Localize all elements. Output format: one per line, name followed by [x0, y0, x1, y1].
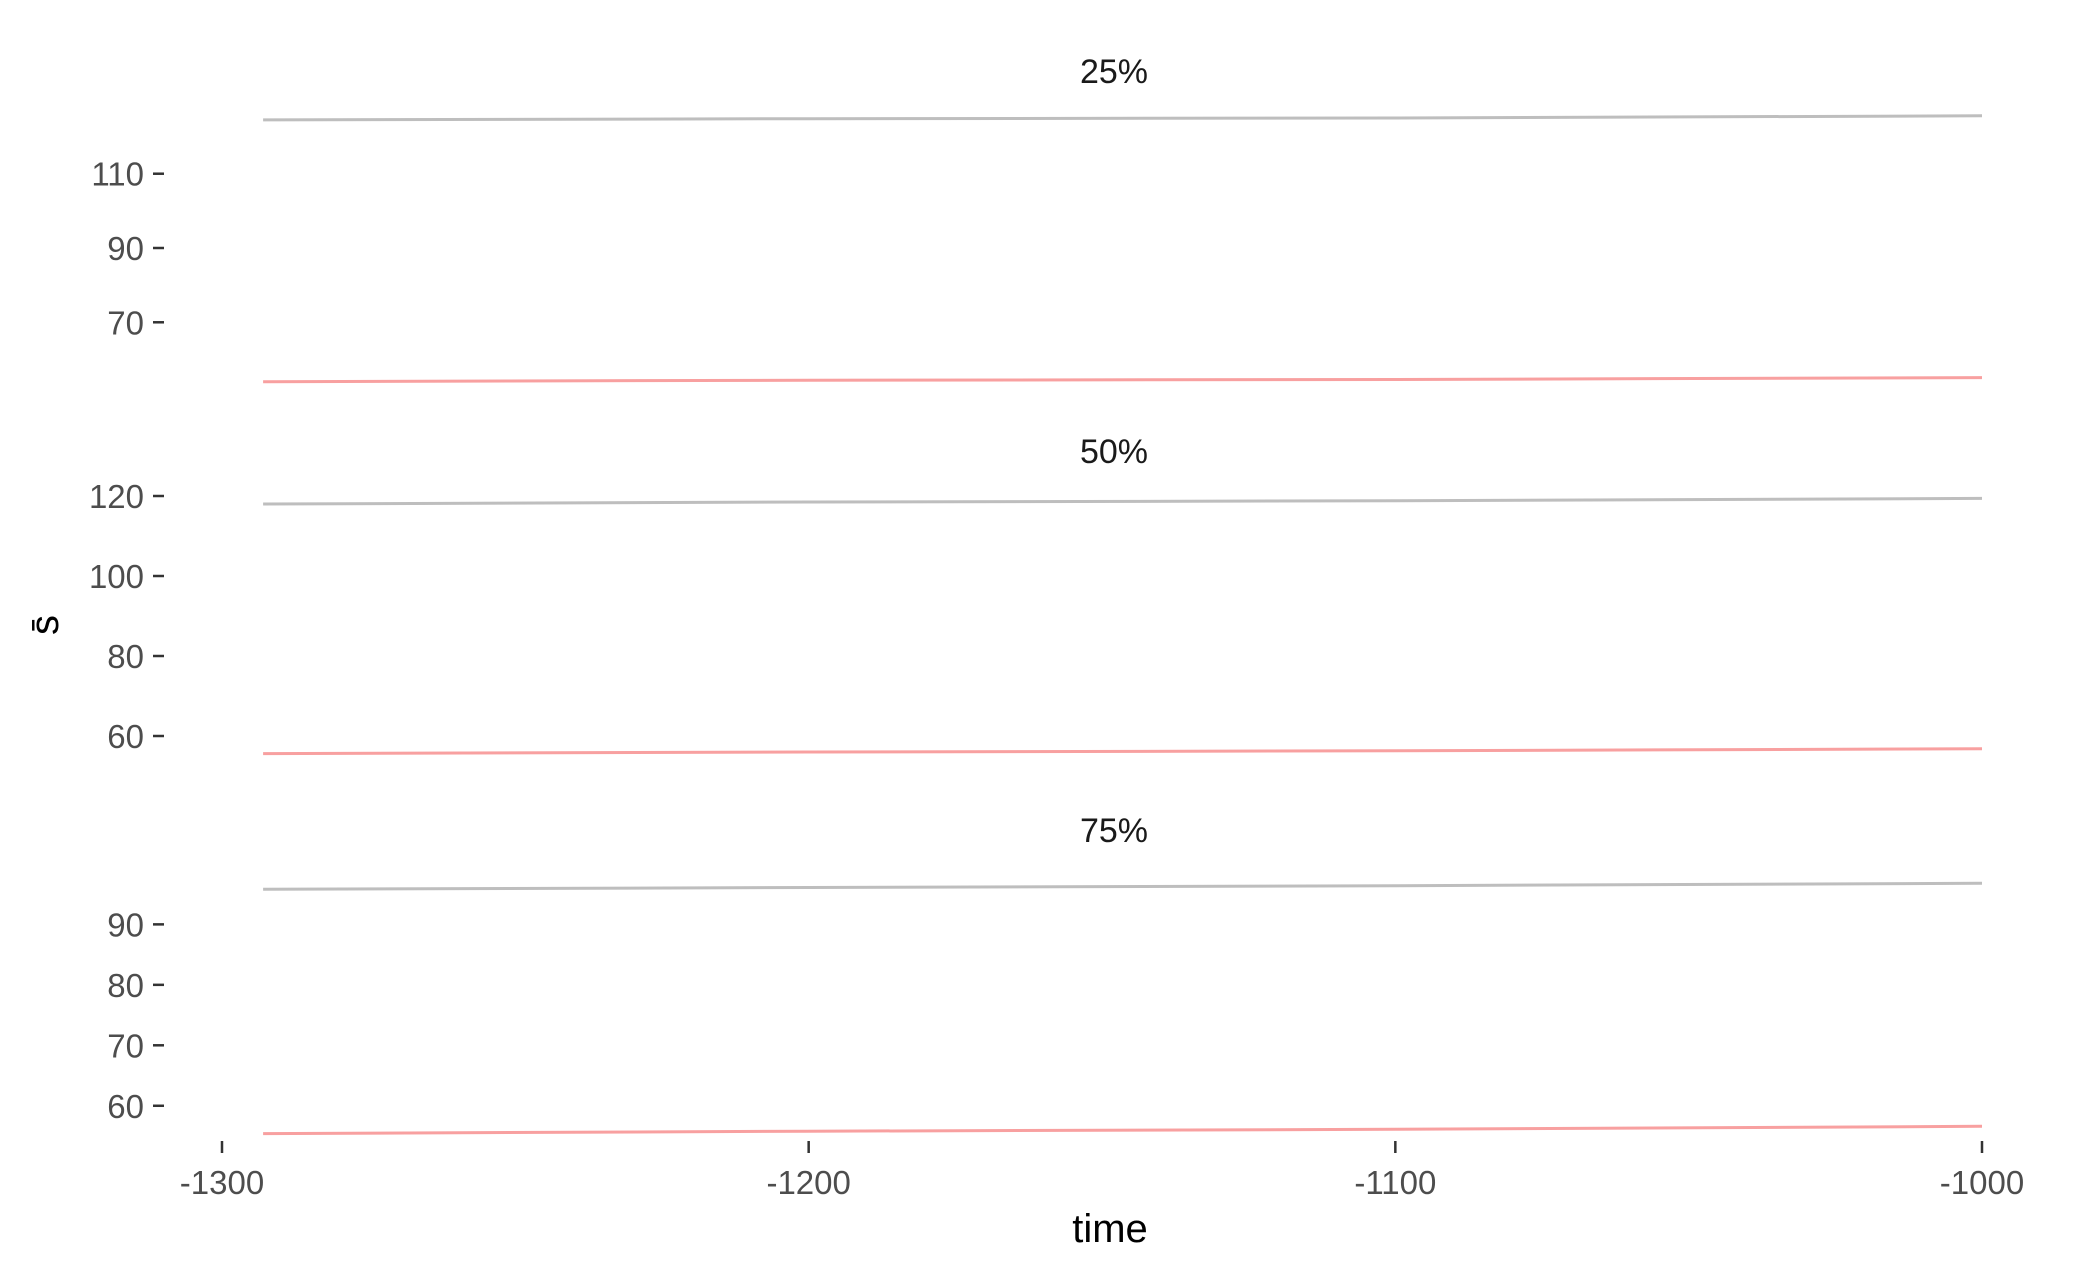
series-line-2: [263, 747, 1983, 756]
x-tick-label: -1300: [180, 1164, 264, 1201]
y-tick-label: 70: [107, 304, 144, 341]
x-tick-label: -1000: [1940, 1164, 2024, 1201]
series-line-1: [263, 114, 1983, 122]
y-axis-title: s̄: [23, 615, 67, 635]
panel-1: 25% 70 90 110: [91, 53, 1983, 384]
x-axis: -1300 -1200 -1100 -1000: [180, 1141, 2024, 1201]
series-line-1: [263, 881, 1983, 891]
panel-title: 25%: [1080, 53, 1148, 91]
y-tick-label: 90: [107, 906, 144, 943]
x-tick-label: -1200: [766, 1164, 850, 1201]
series-line-2: [263, 376, 1983, 384]
panels: 25% 70 90 110 50% 60 80 100 120 75% 60 70 80 90: [89, 53, 1983, 1136]
y-tick-label: 80: [107, 638, 144, 675]
y-tick-label: 70: [107, 1027, 144, 1064]
y-tick-label: 80: [107, 967, 144, 1004]
panel-title: 50%: [1080, 433, 1148, 471]
panel-2: 50% 60 80 100 120: [89, 433, 1983, 756]
panel-3: 75% 60 70 80 90: [107, 812, 1983, 1136]
y-tick-label: 110: [91, 156, 144, 193]
y-tick-label: 120: [89, 478, 144, 515]
y-tick-label: 100: [89, 558, 144, 595]
x-tick-label: -1100: [1354, 1164, 1436, 1201]
series-line-1: [263, 496, 1983, 506]
panel-title: 75%: [1080, 812, 1148, 850]
y-tick-label: 60: [107, 718, 144, 755]
y-tick-label: 60: [107, 1088, 144, 1125]
x-axis-title: time: [1072, 1207, 1148, 1251]
series-line-2: [263, 1124, 1983, 1136]
y-tick-label: 90: [107, 230, 144, 267]
